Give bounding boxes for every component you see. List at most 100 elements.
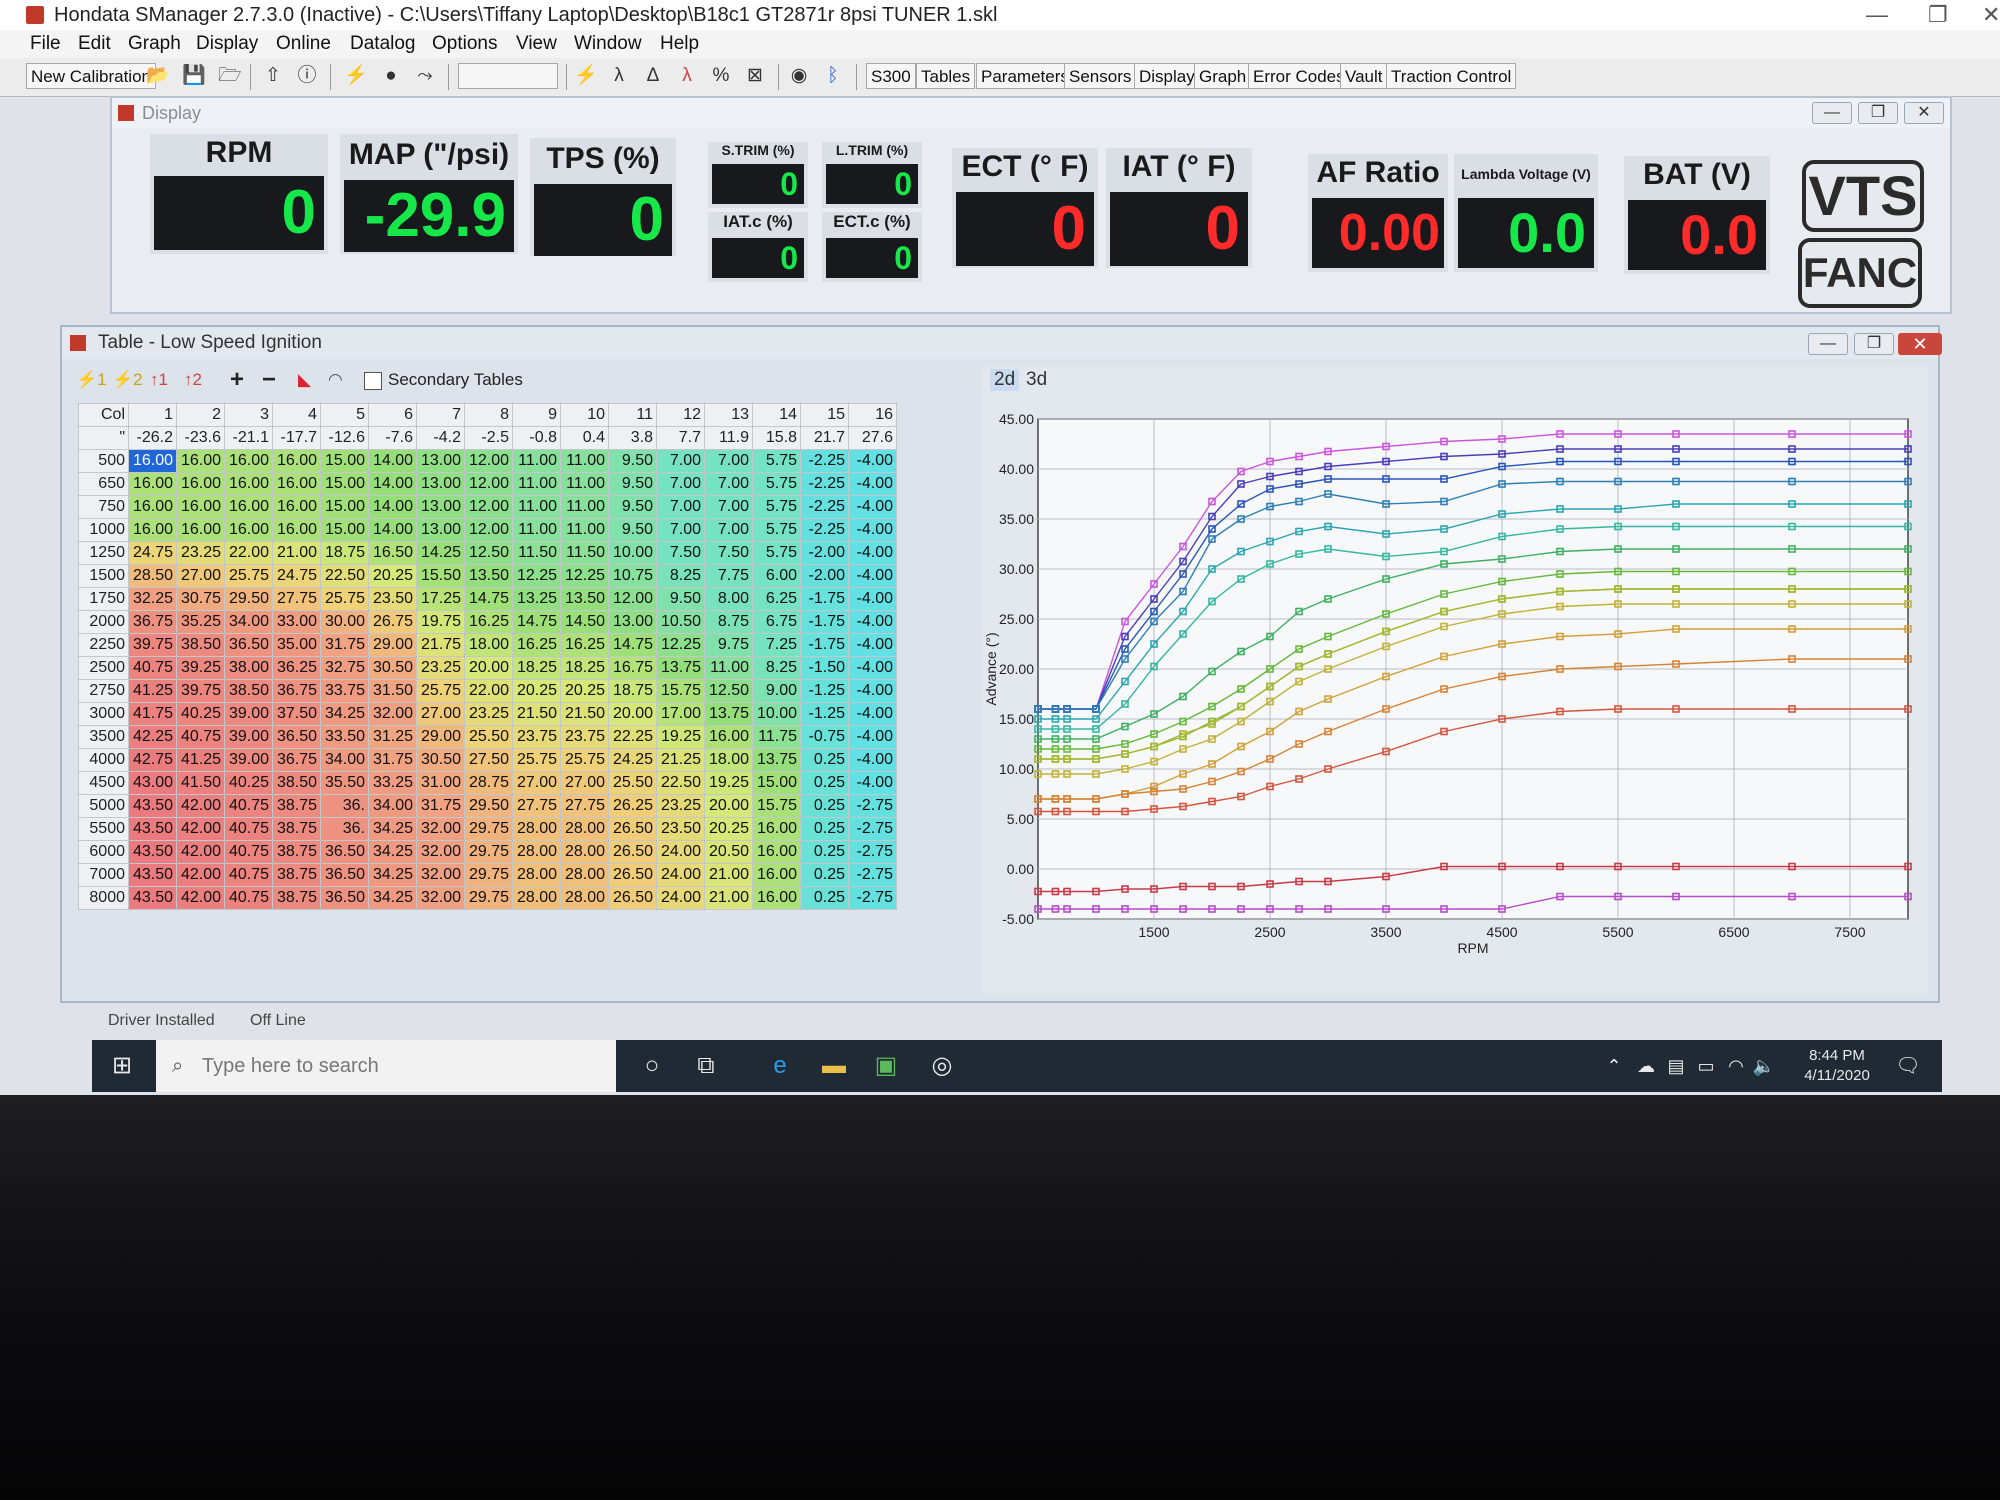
ignition-cell[interactable]: 11.00 — [512, 472, 561, 496]
ignition-cell[interactable]: 23.25 — [176, 541, 225, 565]
ignition-cell[interactable]: 25.50 — [464, 725, 513, 749]
ignition-cell[interactable]: 31.25 — [368, 725, 417, 749]
flash-icon[interactable]: ⚡ — [344, 65, 368, 86]
map-axis-value[interactable]: 15.8 — [752, 426, 801, 450]
map-axis-value[interactable]: 0.4 — [560, 426, 609, 450]
ignition-cell[interactable]: -2.75 — [848, 886, 897, 910]
ignition-cell[interactable]: 30.50 — [416, 748, 465, 772]
toolbar-dropdown[interactable] — [458, 63, 558, 89]
ignition-cell[interactable]: 12.00 — [464, 449, 513, 473]
ignition-cell[interactable]: 0.25 — [800, 794, 849, 818]
ignition-cell[interactable]: 36.50 — [320, 840, 369, 864]
rpm-axis-value[interactable]: 2250 — [78, 633, 129, 657]
ignition-cell[interactable]: 16.00 — [224, 518, 273, 542]
error-codes-button[interactable]: Error Codes — [1248, 63, 1350, 89]
rpm-axis-value[interactable]: 3000 — [78, 702, 129, 726]
ignition-cell[interactable]: 12.50 — [464, 541, 513, 565]
ignition-cell[interactable]: 16.25 — [512, 633, 561, 657]
minimize-icon[interactable]: — — [1812, 102, 1852, 124]
ignition-cell[interactable]: 22.50 — [320, 564, 369, 588]
ignition-cell[interactable]: 16.00 — [176, 495, 225, 519]
ignition-cell[interactable]: 27.00 — [176, 564, 225, 588]
ignition-cell[interactable]: 43.50 — [128, 794, 177, 818]
upload-icon[interactable]: ⇧ — [265, 65, 281, 86]
ignition-cell[interactable]: 16.00 — [224, 449, 273, 473]
ignition-cell[interactable]: 13.50 — [464, 564, 513, 588]
ignition-cell[interactable]: 38.00 — [224, 656, 273, 680]
ignition-cell[interactable]: 7.00 — [704, 495, 753, 519]
ignition-cell[interactable]: 36. — [320, 817, 369, 841]
ignition-cell[interactable]: 42.00 — [176, 863, 225, 887]
ignition-cell[interactable]: 41.75 — [128, 702, 177, 726]
ignition-cell[interactable]: 12.00 — [464, 472, 513, 496]
ignition-cell[interactable]: 14.50 — [560, 610, 609, 634]
ignition-cell[interactable]: 14.00 — [368, 449, 417, 473]
ignition-cell[interactable]: 16.00 — [272, 449, 321, 473]
ignition-cell[interactable]: 21.50 — [512, 702, 561, 726]
ignition-cell[interactable]: 34.00 — [224, 610, 273, 634]
ignition-cell[interactable]: 16.00 — [752, 863, 801, 887]
ignition-cell[interactable]: 40.75 — [224, 840, 273, 864]
ignition-cell[interactable]: 23.75 — [560, 725, 609, 749]
ignition-2-icon[interactable]: ⚡2 — [112, 370, 143, 389]
rpm-axis-value[interactable]: 2750 — [78, 679, 129, 703]
ignition-cell[interactable]: 26.50 — [608, 886, 657, 910]
ignition-cell[interactable]: 5.75 — [752, 449, 801, 473]
ignition-cell[interactable]: 28.00 — [512, 840, 561, 864]
menu-online[interactable]: Online — [276, 33, 331, 54]
ignition-cell[interactable]: 12.50 — [704, 679, 753, 703]
ignition-cell[interactable]: 26.25 — [608, 794, 657, 818]
ignition-cell[interactable]: 27.00 — [416, 702, 465, 726]
ignition-cell[interactable]: 14.75 — [464, 587, 513, 611]
ignition-cell[interactable]: 16.00 — [272, 495, 321, 519]
ignition-cell[interactable]: 27.75 — [560, 794, 609, 818]
ignition-cell[interactable]: 0.25 — [800, 817, 849, 841]
ignition-cell[interactable]: 13.25 — [512, 587, 561, 611]
ignition-cell[interactable]: 7.50 — [656, 541, 705, 565]
ignition-cell[interactable]: 5.75 — [752, 541, 801, 565]
increase-icon[interactable]: + — [230, 366, 245, 393]
ignition-cell[interactable]: 16.00 — [752, 886, 801, 910]
ignition-cell[interactable]: 25.75 — [560, 748, 609, 772]
ignition-cell[interactable]: 40.75 — [224, 886, 273, 910]
ignition-cell[interactable]: 0.25 — [800, 748, 849, 772]
ignition-cell[interactable]: 11.00 — [560, 472, 609, 496]
ignition-cell[interactable]: -2.25 — [800, 518, 849, 542]
ignition-cell[interactable]: 39.75 — [128, 633, 177, 657]
ignition-cell[interactable]: 17.25 — [416, 587, 465, 611]
rpm-axis-value[interactable]: 8000 — [78, 886, 129, 910]
ignition-cell[interactable]: 29.50 — [464, 794, 513, 818]
ignition-cell[interactable]: 29.75 — [464, 817, 513, 841]
ignition-cell[interactable]: -4.00 — [848, 587, 897, 611]
ignition-cell[interactable]: -4.00 — [848, 679, 897, 703]
ignition-cell[interactable]: 38.50 — [272, 771, 321, 795]
notifications-icon[interactable]: 🗨 — [1895, 1055, 1921, 1077]
ignition-cell[interactable]: 25.75 — [224, 564, 273, 588]
close-icon[interactable]: ✕ — [1982, 2, 2000, 27]
ignition-cell[interactable]: 29.75 — [464, 863, 513, 887]
ignition-cell[interactable]: 32.00 — [416, 886, 465, 910]
map-axis-value[interactable]: 7.7 — [656, 426, 705, 450]
ignition-cell[interactable]: 7.25 — [752, 633, 801, 657]
ignition-cell[interactable]: -1.75 — [800, 633, 849, 657]
ignition-cell[interactable]: 6.00 — [752, 564, 801, 588]
ignition-cell[interactable]: 11.00 — [560, 495, 609, 519]
open-folder-icon[interactable]: 📂 — [146, 65, 170, 86]
ignition-cell[interactable]: 13.00 — [416, 449, 465, 473]
ignition-cell[interactable]: 35.50 — [320, 771, 369, 795]
volume-icon[interactable]: 🔈 — [1752, 1056, 1776, 1076]
ignition-cell[interactable]: -1.50 — [800, 656, 849, 680]
minimize-icon[interactable]: — — [1866, 2, 1888, 27]
ignition-cell[interactable]: 20.00 — [704, 794, 753, 818]
ignition-cell[interactable]: 30.00 — [320, 610, 369, 634]
ignition-cell[interactable]: 36.50 — [272, 725, 321, 749]
maximize-icon[interactable]: ❐ — [1928, 2, 1948, 27]
ignition-cell[interactable]: 20.00 — [608, 702, 657, 726]
ignition-cell[interactable]: -0.75 — [800, 725, 849, 749]
show-hidden-icons-icon[interactable]: ⌃ — [1606, 1056, 1622, 1076]
rpm-axis-value[interactable]: 5000 — [78, 794, 129, 818]
ignition-cell[interactable]: 30.75 — [176, 587, 225, 611]
ignition-cell[interactable]: 11.50 — [560, 541, 609, 565]
ignition-cell[interactable]: 38.75 — [272, 886, 321, 910]
ignition-cell[interactable]: 34.00 — [368, 794, 417, 818]
